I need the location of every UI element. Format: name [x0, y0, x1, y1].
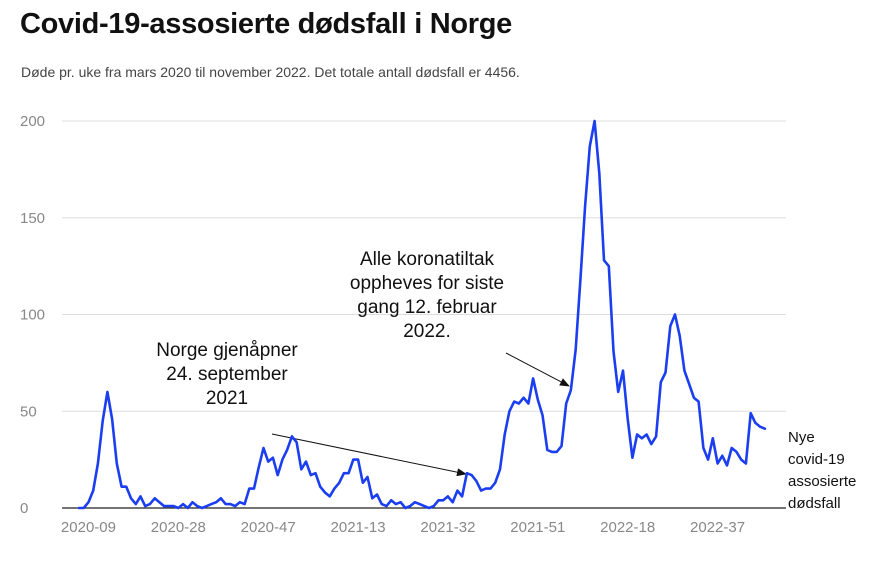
y-tick-label: 150	[20, 210, 45, 227]
gridlines	[62, 120, 786, 509]
annotation-arrows	[271, 352, 570, 477]
annotations: Norge gjenåpner 24. september 2021 Alle kor…	[156, 249, 504, 409]
series-line	[77, 119, 767, 510]
annotation-arrow-1	[271, 433, 467, 477]
annotation-arrow-2	[505, 352, 570, 387]
x-tick-label: 2021-13	[331, 519, 386, 536]
x-axis-ticks: 2020-09 2020-28 2020-47 2021-13 2021-32 2021-…	[61, 519, 745, 536]
y-tick-label: 200	[20, 113, 45, 130]
x-tick-label: 2022-37	[690, 519, 745, 536]
y-tick-label: 100	[20, 307, 45, 324]
annotation-1: Norge gjenåpner 24. september 2021	[156, 340, 298, 409]
y-tick-label: 50	[20, 403, 37, 420]
x-tick-label: 2021-51	[510, 519, 565, 536]
series-end-label: Nye covid-19 assosierte dødsfall	[788, 429, 856, 512]
y-axis-ticks: 0 50 100 150 200	[20, 113, 45, 517]
series-label: Nye covid-19 assosierte dødsfall	[788, 429, 856, 512]
x-tick-label: 2020-47	[241, 519, 296, 536]
y-tick-label: 0	[20, 500, 28, 517]
x-tick-label: 2020-09	[61, 519, 116, 536]
chart-title: Covid-19-assosierte dødsfall i Norge	[20, 8, 512, 40]
x-tick-label: 2022-18	[600, 519, 655, 536]
data-series	[77, 119, 767, 510]
x-tick-label: 2021-32	[420, 519, 475, 536]
x-tick-label: 2020-28	[151, 519, 206, 536]
annotation-2: Alle koronatiltak oppheves for siste gang …	[350, 249, 504, 342]
chart-subtitle: Døde pr. uke fra mars 2020 til november …	[21, 64, 520, 80]
